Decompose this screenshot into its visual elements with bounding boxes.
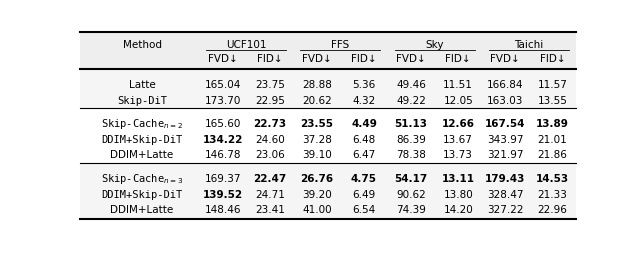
Text: 90.62: 90.62 (396, 190, 426, 200)
Text: 12.05: 12.05 (444, 96, 473, 106)
Text: FID↓: FID↓ (257, 54, 282, 64)
Text: 24.60: 24.60 (255, 135, 285, 145)
Text: 23.41: 23.41 (255, 205, 285, 215)
Text: 22.95: 22.95 (255, 96, 285, 106)
Text: DDIM+Skip-DiT: DDIM+Skip-DiT (101, 190, 182, 200)
Text: 49.46: 49.46 (396, 80, 426, 90)
Text: Latte: Latte (129, 80, 156, 90)
Text: 13.67: 13.67 (444, 135, 473, 145)
Text: UCF101: UCF101 (226, 40, 266, 50)
Text: 14.20: 14.20 (444, 205, 473, 215)
Text: DDIM+Latte: DDIM+Latte (110, 150, 173, 160)
Text: FVD↓: FVD↓ (490, 54, 520, 64)
Text: 148.46: 148.46 (204, 205, 241, 215)
Text: DDIM+Skip-DiT: DDIM+Skip-DiT (101, 135, 182, 145)
Text: FFS: FFS (332, 40, 349, 50)
Text: 11.57: 11.57 (538, 80, 568, 90)
Text: 5.36: 5.36 (353, 80, 376, 90)
Text: 165.04: 165.04 (204, 80, 241, 90)
Text: 23.75: 23.75 (255, 80, 285, 90)
Text: 21.33: 21.33 (538, 190, 568, 200)
Text: FID↓: FID↓ (540, 54, 565, 64)
Text: 24.71: 24.71 (255, 190, 285, 200)
Text: DDIM+Latte: DDIM+Latte (110, 205, 173, 215)
Text: Skip-Cache$_{n=2}$: Skip-Cache$_{n=2}$ (101, 117, 183, 131)
Text: 167.54: 167.54 (485, 119, 525, 129)
Text: 179.43: 179.43 (485, 174, 525, 184)
Text: FID↓: FID↓ (445, 54, 471, 64)
Text: 23.55: 23.55 (300, 119, 333, 129)
Text: 26.76: 26.76 (300, 174, 333, 184)
Bar (80, 32, 576, 69)
Text: 13.11: 13.11 (442, 174, 475, 184)
Text: 146.78: 146.78 (204, 150, 241, 160)
Text: 165.60: 165.60 (204, 119, 241, 129)
Text: 343.97: 343.97 (487, 135, 524, 145)
Text: 6.48: 6.48 (353, 135, 376, 145)
Text: 6.54: 6.54 (353, 205, 376, 215)
Text: Skip-DiT: Skip-DiT (117, 96, 167, 106)
Text: 20.62: 20.62 (302, 96, 332, 106)
Text: 28.88: 28.88 (302, 80, 332, 90)
Text: 54.17: 54.17 (394, 174, 428, 184)
Text: Taichi: Taichi (515, 40, 543, 50)
Bar (80, 109, 576, 163)
Text: FVD↓: FVD↓ (302, 54, 332, 64)
Text: FVD↓: FVD↓ (208, 54, 237, 64)
Text: 49.22: 49.22 (396, 96, 426, 106)
Text: 6.49: 6.49 (353, 190, 376, 200)
Bar (80, 69, 576, 109)
Text: 134.22: 134.22 (202, 135, 243, 145)
Text: 37.28: 37.28 (302, 135, 332, 145)
Text: 21.86: 21.86 (538, 150, 568, 160)
Text: 22.73: 22.73 (253, 119, 286, 129)
Text: 4.49: 4.49 (351, 119, 377, 129)
Text: 173.70: 173.70 (204, 96, 241, 106)
Text: 51.13: 51.13 (395, 119, 428, 129)
Text: 13.80: 13.80 (444, 190, 473, 200)
Bar (80, 32, 576, 219)
Text: 13.55: 13.55 (538, 96, 568, 106)
Text: 74.39: 74.39 (396, 205, 426, 215)
Text: 11.51: 11.51 (444, 80, 473, 90)
Text: 21.01: 21.01 (538, 135, 567, 145)
Text: 4.75: 4.75 (351, 174, 377, 184)
Text: 163.03: 163.03 (487, 96, 524, 106)
Text: 328.47: 328.47 (487, 190, 524, 200)
Text: 13.73: 13.73 (444, 150, 473, 160)
Text: 23.06: 23.06 (255, 150, 285, 160)
Text: Method: Method (122, 40, 161, 50)
Text: 14.53: 14.53 (536, 174, 569, 184)
Text: FID↓: FID↓ (351, 54, 377, 64)
Text: 78.38: 78.38 (396, 150, 426, 160)
Text: 327.22: 327.22 (487, 205, 524, 215)
Text: 169.37: 169.37 (204, 174, 241, 184)
Text: 139.52: 139.52 (202, 190, 243, 200)
Text: 86.39: 86.39 (396, 135, 426, 145)
Text: 4.32: 4.32 (353, 96, 376, 106)
Text: FVD↓: FVD↓ (396, 54, 426, 64)
Text: 39.10: 39.10 (302, 150, 332, 160)
Text: 22.96: 22.96 (538, 205, 568, 215)
Text: 321.97: 321.97 (487, 150, 524, 160)
Text: 13.89: 13.89 (536, 119, 569, 129)
Bar (80, 163, 576, 219)
Text: 166.84: 166.84 (487, 80, 524, 90)
Text: 12.66: 12.66 (442, 119, 475, 129)
Text: 41.00: 41.00 (302, 205, 332, 215)
Text: 22.47: 22.47 (253, 174, 286, 184)
Text: Sky: Sky (426, 40, 444, 50)
Text: 39.20: 39.20 (302, 190, 332, 200)
Text: Skip-Cache$_{n=3}$: Skip-Cache$_{n=3}$ (101, 172, 183, 186)
Text: 6.47: 6.47 (353, 150, 376, 160)
